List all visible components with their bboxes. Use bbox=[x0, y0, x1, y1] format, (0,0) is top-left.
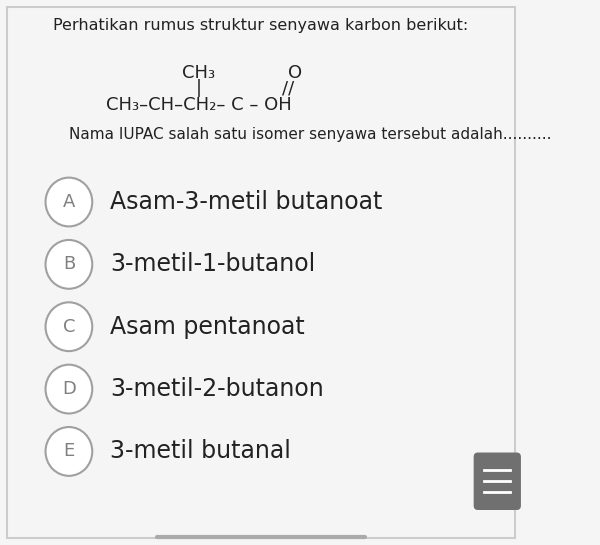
Text: 3-metil butanal: 3-metil butanal bbox=[110, 439, 292, 463]
Circle shape bbox=[46, 240, 92, 289]
Text: O: O bbox=[288, 64, 302, 82]
Text: Asam-3-metil butanoat: Asam-3-metil butanoat bbox=[110, 190, 383, 214]
Circle shape bbox=[46, 178, 92, 226]
Circle shape bbox=[46, 365, 92, 414]
Text: Asam pentanoat: Asam pentanoat bbox=[110, 314, 305, 339]
FancyBboxPatch shape bbox=[473, 452, 521, 510]
Text: CH₃–CH–CH₂– C – OH: CH₃–CH–CH₂– C – OH bbox=[106, 96, 292, 114]
Text: C: C bbox=[62, 318, 75, 336]
Text: B: B bbox=[63, 256, 75, 274]
Circle shape bbox=[46, 427, 92, 476]
Text: 3-metil-2-butanon: 3-metil-2-butanon bbox=[110, 377, 324, 401]
Text: |: | bbox=[196, 79, 202, 97]
Circle shape bbox=[46, 302, 92, 351]
Text: E: E bbox=[63, 443, 74, 461]
Text: //: // bbox=[283, 79, 295, 97]
Text: D: D bbox=[62, 380, 76, 398]
Text: 3-metil-1-butanol: 3-metil-1-butanol bbox=[110, 252, 316, 276]
Text: A: A bbox=[63, 193, 75, 211]
Text: Perhatikan rumus struktur senyawa karbon berikut:: Perhatikan rumus struktur senyawa karbon… bbox=[53, 19, 469, 33]
Text: Nama IUPAC salah satu isomer senyawa tersebut adalah..........: Nama IUPAC salah satu isomer senyawa ter… bbox=[69, 127, 551, 142]
Text: CH₃: CH₃ bbox=[182, 64, 215, 82]
